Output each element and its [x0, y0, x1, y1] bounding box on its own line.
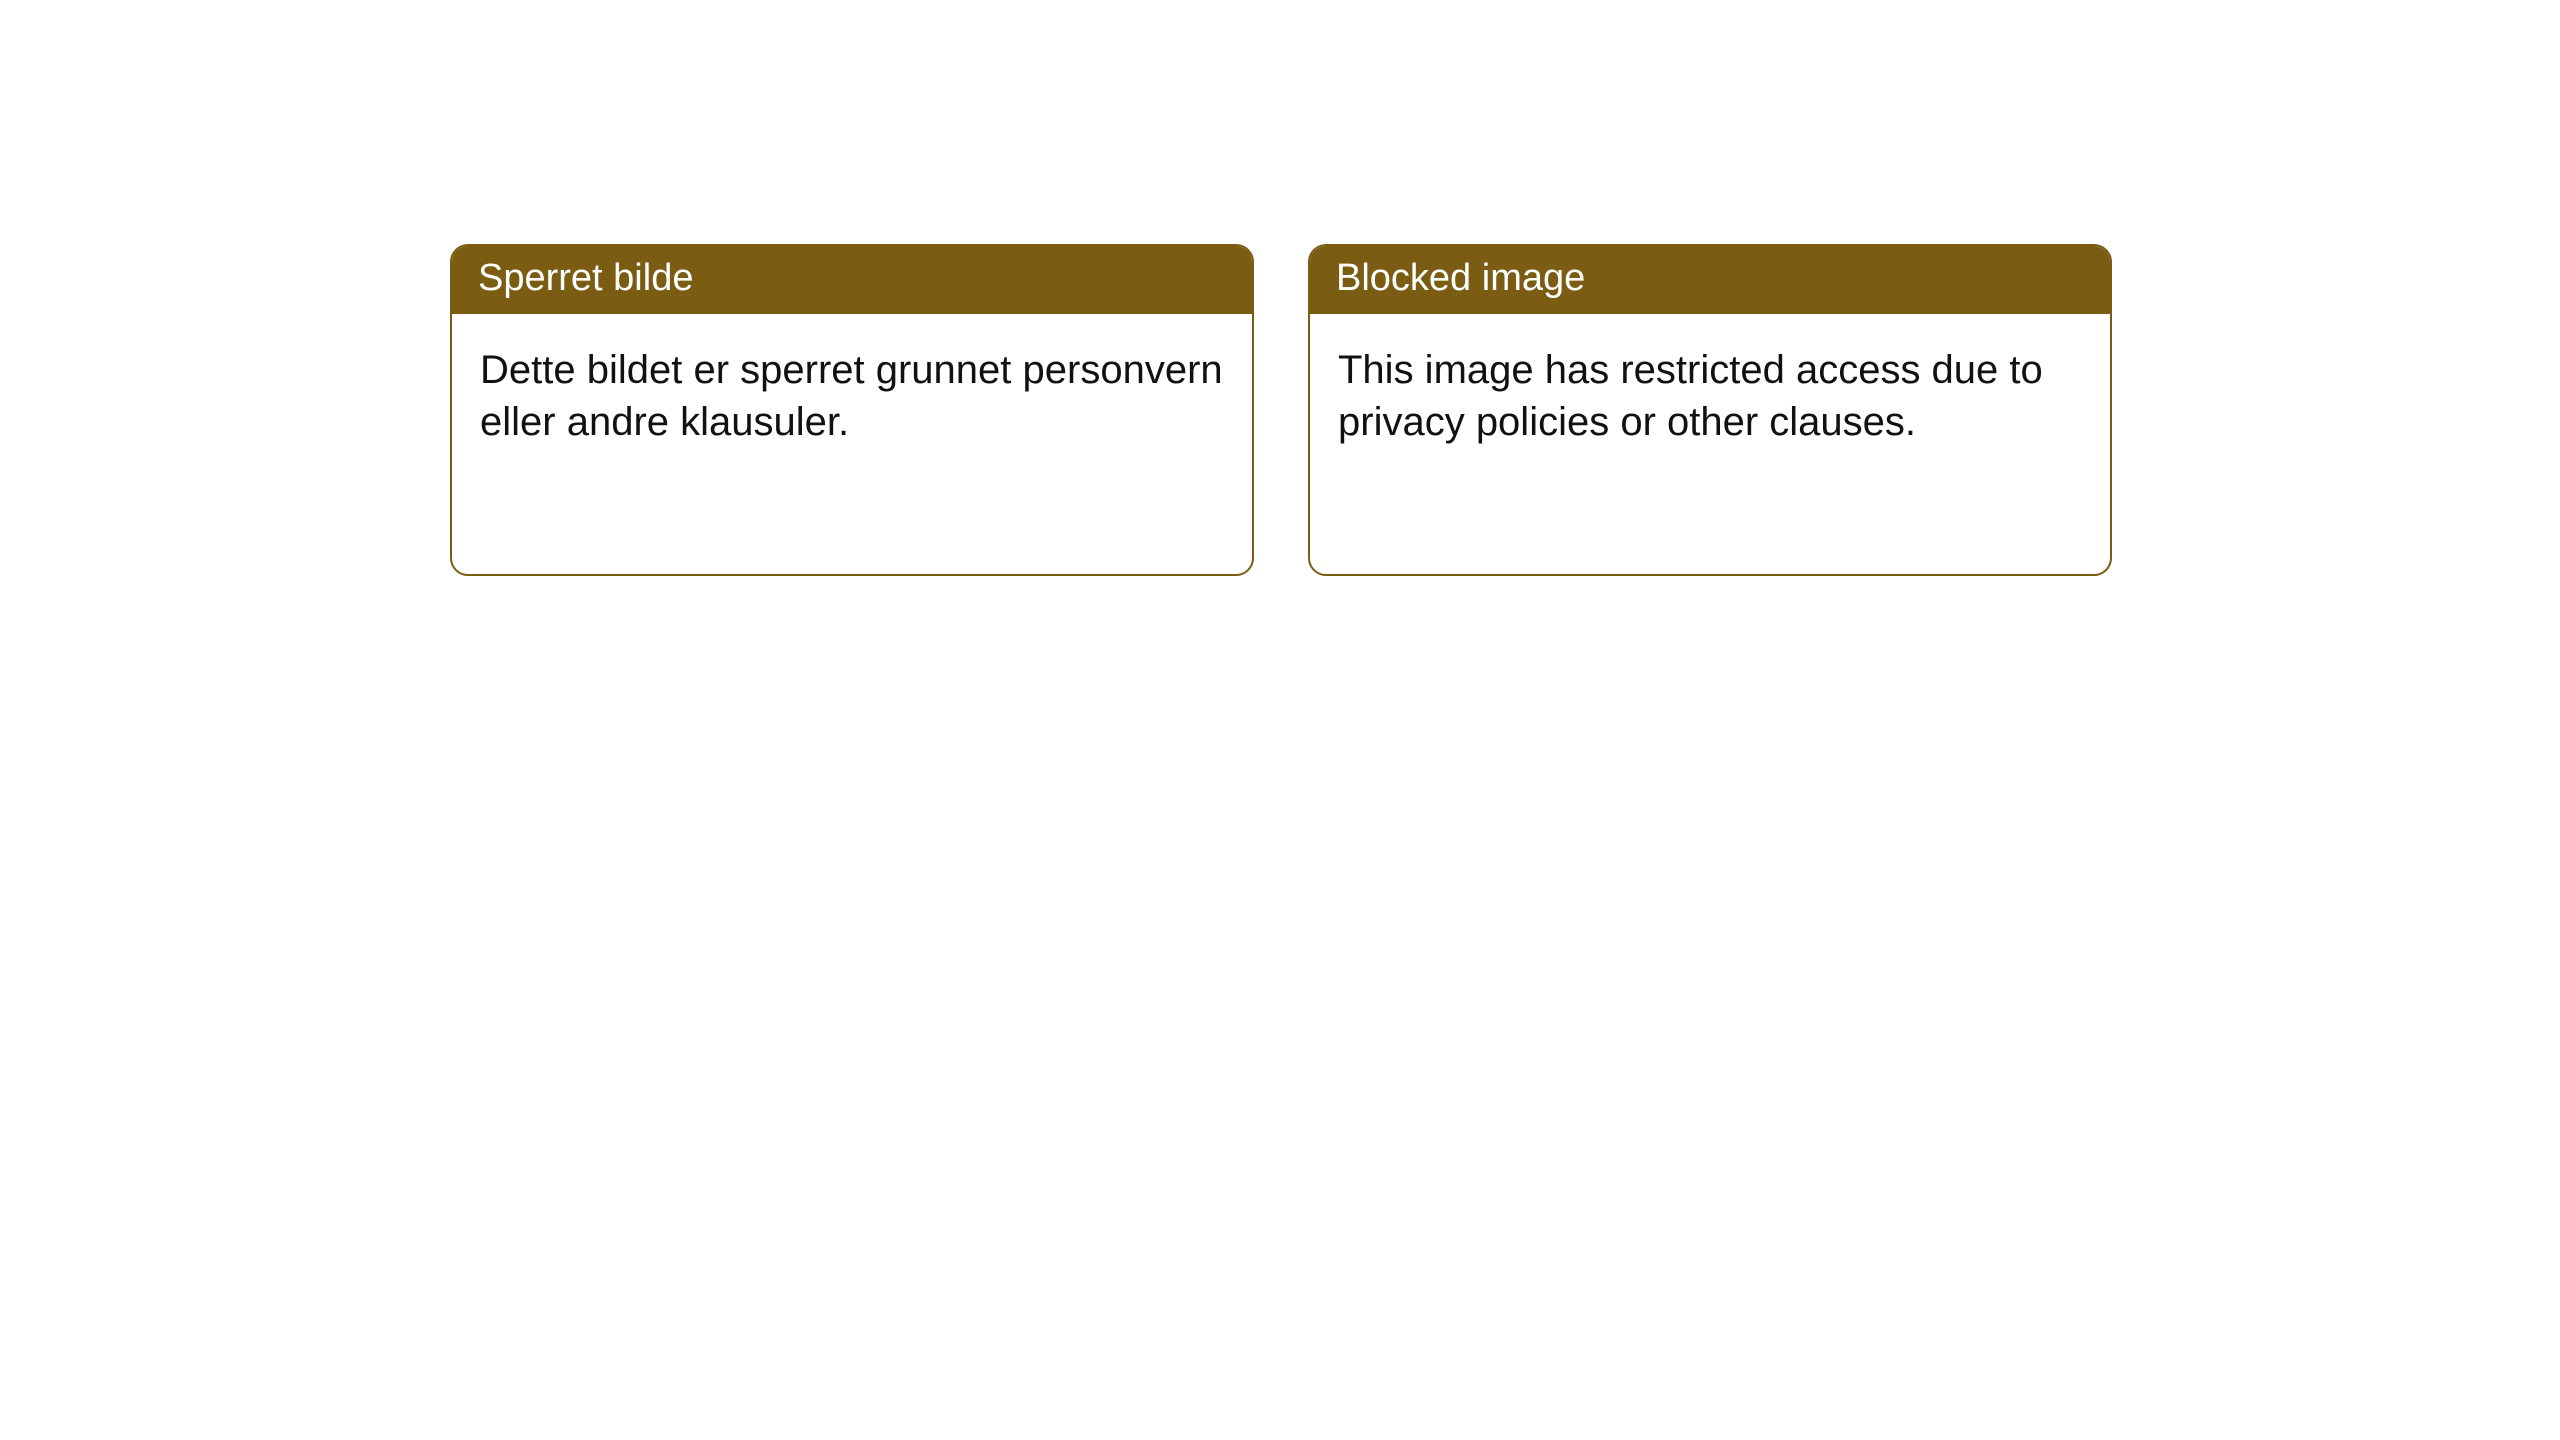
- notice-title-english: Blocked image: [1310, 246, 2110, 314]
- notice-card-norwegian: Sperret bilde Dette bildet er sperret gr…: [450, 244, 1254, 576]
- notice-title-norwegian: Sperret bilde: [452, 246, 1252, 314]
- notice-card-english: Blocked image This image has restricted …: [1308, 244, 2112, 576]
- notice-body-norwegian: Dette bildet er sperret grunnet personve…: [452, 314, 1252, 478]
- notice-body-english: This image has restricted access due to …: [1310, 314, 2110, 478]
- notice-container: Sperret bilde Dette bildet er sperret gr…: [0, 0, 2560, 576]
